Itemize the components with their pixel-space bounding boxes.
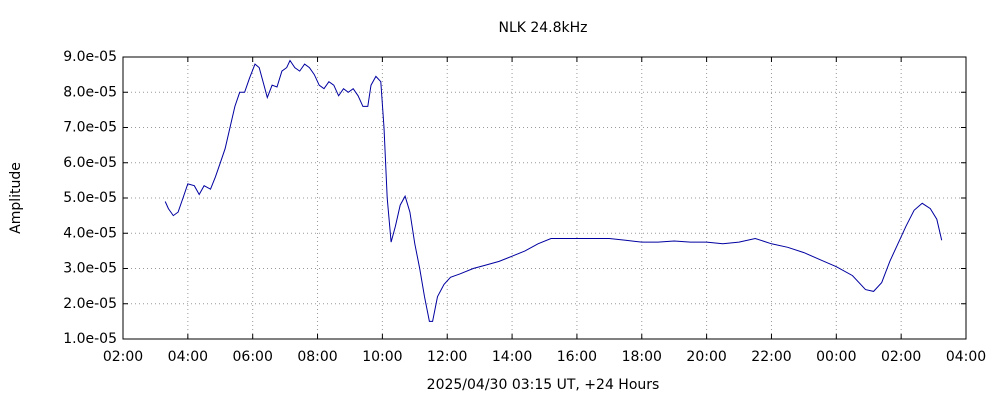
x-tick-label: 02:00 xyxy=(103,349,143,365)
x-tick-label: 04:00 xyxy=(946,349,986,365)
x-tick-label: 14:00 xyxy=(492,349,532,365)
y-tick-label: 1.0e-05 xyxy=(63,331,117,347)
chart-title: NLK 24.8kHz xyxy=(498,20,587,36)
data-line xyxy=(164,59,943,322)
y-tick-label: 7.0e-05 xyxy=(63,120,117,136)
x-tick-label: 12:00 xyxy=(427,349,467,365)
x-tick-label: 06:00 xyxy=(233,349,273,365)
x-tick-label: 10:00 xyxy=(362,349,402,365)
x-tick-label: 08:00 xyxy=(297,349,337,365)
y-tick-label: 2.0e-05 xyxy=(63,296,117,312)
y-tick-label: 5.0e-05 xyxy=(63,190,117,206)
x-tick-label: 16:00 xyxy=(557,349,597,365)
y-tick-label: 9.0e-05 xyxy=(63,49,117,65)
x-tick-label: 20:00 xyxy=(686,349,726,365)
x-tick-label: 02:00 xyxy=(881,349,921,365)
x-tick-label: 00:00 xyxy=(816,349,856,365)
plot-frame xyxy=(122,56,967,340)
y-tick-label: 4.0e-05 xyxy=(63,225,117,241)
x-tick-label: 18:00 xyxy=(622,349,662,365)
x-tick-label: 04:00 xyxy=(168,349,208,365)
y-axis-label: Amplitude xyxy=(8,162,24,234)
x-axis-label: 2025/04/30 03:15 UT, +24 Hours xyxy=(427,377,660,393)
y-tick-label: 8.0e-05 xyxy=(63,84,117,100)
y-tick-label: 6.0e-05 xyxy=(63,155,117,171)
y-tick-label: 3.0e-05 xyxy=(63,261,117,277)
x-tick-label: 22:00 xyxy=(751,349,791,365)
